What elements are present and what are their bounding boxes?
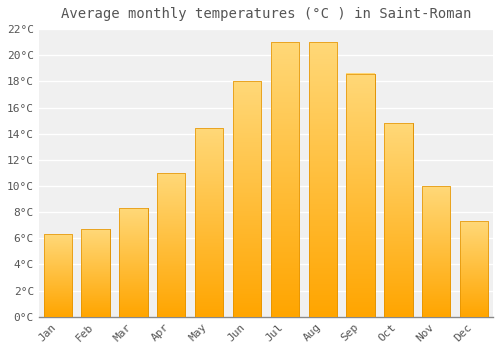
Bar [270,42,299,317]
Bar [119,208,148,317]
Bar [195,128,224,317]
Bar [233,81,261,317]
Bar [422,186,450,317]
Bar [308,42,337,317]
Bar [82,229,110,317]
Bar [460,221,488,317]
Bar [384,123,412,317]
Bar [157,173,186,317]
Bar [346,74,375,317]
Title: Average monthly temperatures (°C ) in Saint-Roman: Average monthly temperatures (°C ) in Sa… [60,7,471,21]
Bar [44,234,72,317]
